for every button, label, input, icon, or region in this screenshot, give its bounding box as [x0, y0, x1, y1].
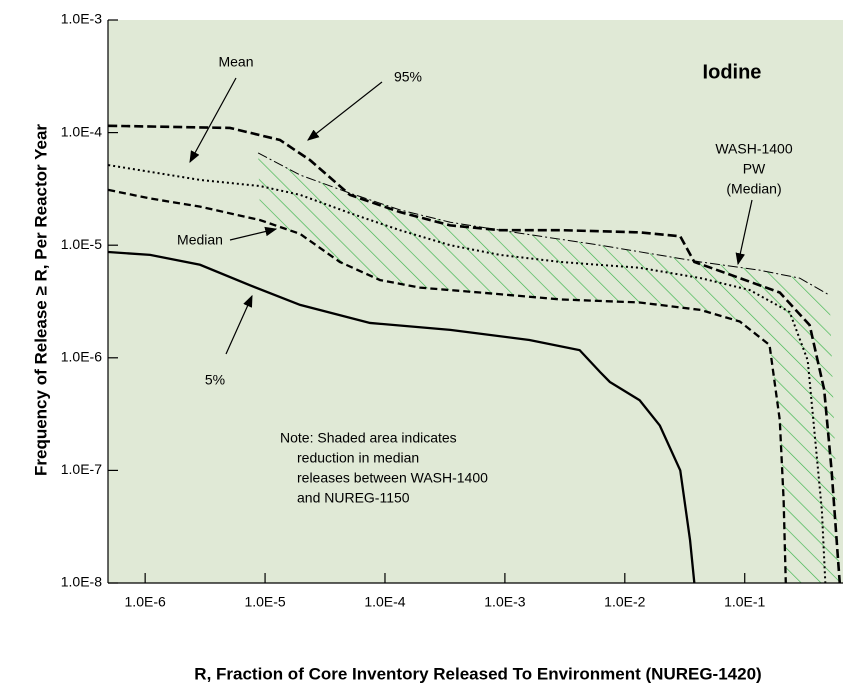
- curves: [108, 124, 842, 583]
- annotation: WASH-1400: [715, 141, 793, 157]
- x-tick-label: 1.0E-6: [125, 594, 166, 610]
- series-line: [108, 250, 696, 583]
- x-tick-label: 1.0E-4: [364, 594, 405, 610]
- y-tick-label: 1.0E-6: [61, 349, 102, 365]
- series-line: [108, 164, 827, 583]
- series-line: [108, 188, 787, 583]
- note: Note: Shaded area indicates: [280, 430, 457, 446]
- y-tick-label: 1.0E-3: [61, 11, 102, 27]
- x-tick-label: 1.0E-3: [484, 594, 525, 610]
- shaded-area: [258, 152, 840, 583]
- arrow: [307, 81, 383, 141]
- annotation: (Median): [726, 181, 781, 197]
- y-tick-label: 1.0E-4: [61, 123, 102, 139]
- y-tick-label: 1.0E-5: [61, 236, 102, 252]
- arrow: [229, 226, 278, 241]
- annotation: 5%: [205, 372, 225, 388]
- arrows: [189, 77, 753, 355]
- x-tick-label: 1.0E-2: [604, 594, 645, 610]
- arrow: [189, 77, 237, 164]
- series-line: [108, 124, 842, 583]
- x-tick-label: 1.0E-1: [724, 594, 765, 610]
- arrow: [225, 294, 253, 355]
- annotation: 95%: [394, 69, 422, 85]
- y-axis-label: Frequency of Release ≥ R, Per Reactor Ye…: [31, 124, 50, 476]
- annotation: PW: [743, 161, 766, 177]
- y-tick-label: 1.0E-8: [61, 574, 102, 590]
- note: releases between WASH-1400: [297, 470, 488, 486]
- annotation: Iodine: [703, 61, 762, 83]
- series-line: [257, 152, 830, 296]
- y-tick-label: 1.0E-7: [61, 461, 102, 477]
- note: and NUREG-1150: [297, 490, 410, 506]
- note: reduction in median: [297, 450, 419, 466]
- annotation: Median: [177, 232, 223, 248]
- x-axis-label: R, Fraction of Core Inventory Released T…: [194, 664, 761, 683]
- hatch-layer: [258, 152, 840, 583]
- annotation: Mean: [218, 54, 253, 70]
- arrow: [735, 199, 753, 266]
- x-tick-label: 1.0E-5: [244, 594, 285, 610]
